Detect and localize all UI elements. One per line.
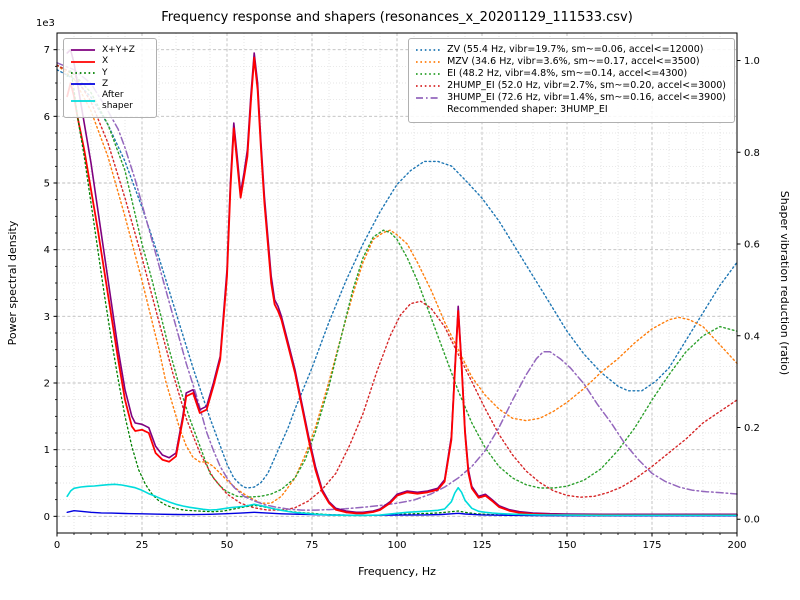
psd-legend-item: X	[70, 56, 148, 66]
legend-line-sample	[416, 97, 441, 99]
y-left-tick-label: 7	[44, 45, 50, 56]
y-right-tick-label: 0.0	[744, 515, 760, 526]
series-z	[66, 510, 738, 517]
legend-line-sample	[416, 85, 441, 88]
x-tick-label: 175	[642, 540, 661, 551]
shaper-legend-item: MZV (34.6 Hz, vibr=3.6%, sm~=0.17, accel…	[415, 55, 726, 68]
psd-legend-item: After shaper	[70, 90, 148, 111]
chart-title: Frequency response and shapers (resonanc…	[161, 10, 633, 25]
x-tick-label: 0	[54, 540, 60, 551]
shaper-legend-item-label: ZV (55.4 Hz, vibr=19.7%, sm~=0.06, accel…	[447, 44, 704, 55]
legend-line-sample	[416, 73, 441, 76]
psd-legend-item-label: Z	[102, 79, 109, 90]
shaper-legend-item: EI (48.2 Hz, vibr=4.8%, sm~=0.14, accel<…	[415, 67, 726, 80]
psd-legend-item: Y	[70, 68, 148, 78]
y-right-axis-label: Shaper vibration reduction (ratio)	[778, 191, 791, 375]
x-tick-label: 150	[557, 540, 576, 551]
psd-legend-item: X+Y+Z	[70, 45, 148, 55]
psd-legend-item-label: X+Y+Z	[102, 45, 135, 55]
legend-line-sample	[71, 49, 95, 52]
x-tick-label: 200	[727, 540, 746, 551]
psd-legend-item: Z	[70, 79, 148, 89]
series-after-shaper	[66, 483, 738, 517]
psd-legend: X+Y+Z X Y Z After shaper	[63, 38, 157, 119]
series-x	[66, 56, 738, 516]
y-left-tick-label: 0	[44, 512, 50, 523]
x-axis-label: Frequency, Hz	[358, 565, 436, 578]
x-tick-label: 25	[136, 540, 149, 551]
shaper-legend-item: 3HUMP_EI (72.6 Hz, vibr=1.4%, sm~=0.16, …	[415, 91, 726, 104]
legend-line-sample	[71, 72, 95, 74]
y-left-tick-label: 6	[44, 112, 50, 123]
shaper-legend-item-label: MZV (34.6 Hz, vibr=3.6%, sm~=0.17, accel…	[447, 55, 700, 67]
y-left-tick-label: 1	[44, 445, 50, 456]
shaper-legend-item-label: 2HUMP_EI (52.0 Hz, vibr=2.7%, sm~=0.20, …	[447, 79, 726, 91]
psd-legend-item-label: Y	[102, 67, 108, 78]
y-right-tick-label: 1.0	[744, 56, 760, 67]
series-3hump-ei	[56, 62, 738, 511]
series-y	[66, 69, 738, 517]
shaper-legend-item-label: EI (48.2 Hz, vibr=4.8%, sm~=0.14, accel<…	[447, 67, 688, 79]
recommended-shaper: Recommended shaper: 3HUMP_EI	[415, 103, 726, 116]
series-2hump-ei	[56, 64, 738, 511]
legend-line-sample	[416, 49, 441, 52]
x-tick-label: 50	[221, 540, 234, 551]
x-tick-label: 125	[472, 540, 491, 551]
y-left-tick-label: 3	[44, 312, 50, 323]
series-zv	[56, 68, 738, 489]
y-left-offset-label: 1e3	[36, 18, 55, 29]
y-left-axis-label: Power spectral density	[6, 220, 19, 345]
y-left-tick-label: 2	[44, 379, 50, 390]
y-left-tick-label: 5	[44, 179, 50, 190]
shaper-legend-item-label: 3HUMP_EI (72.6 Hz, vibr=1.4%, sm~=0.16, …	[447, 91, 726, 103]
psd-legend-item-label: After shaper	[102, 90, 133, 111]
y-left-tick-label: 4	[44, 245, 50, 256]
legend-line-sample	[71, 60, 95, 63]
y-right-tick-label: 0.2	[744, 423, 760, 434]
legend-line-sample	[415, 105, 441, 115]
y-right-tick-label: 0.6	[744, 240, 760, 251]
x-tick-label: 100	[387, 540, 406, 551]
shaper-legend-item: 2HUMP_EI (52.0 Hz, vibr=2.7%, sm~=0.20, …	[415, 79, 726, 92]
psd-legend-item-label: X	[102, 56, 109, 67]
legend-line-sample	[71, 83, 95, 86]
shaper-legend-item: ZV (55.4 Hz, vibr=19.7%, sm~=0.06, accel…	[415, 44, 726, 56]
legend-line-sample	[416, 61, 441, 64]
y-right-tick-label: 0.8	[744, 148, 760, 159]
recommended-shaper-label: Recommended shaper: 3HUMP_EI	[447, 103, 608, 115]
legend-line-sample	[71, 99, 95, 102]
y-right-tick-label: 0.4	[744, 331, 760, 342]
x-tick-label: 75	[306, 540, 319, 551]
shaper-legend: ZV (55.4 Hz, vibr=19.7%, sm~=0.06, accel…	[408, 38, 735, 123]
series-mzv	[56, 64, 738, 504]
